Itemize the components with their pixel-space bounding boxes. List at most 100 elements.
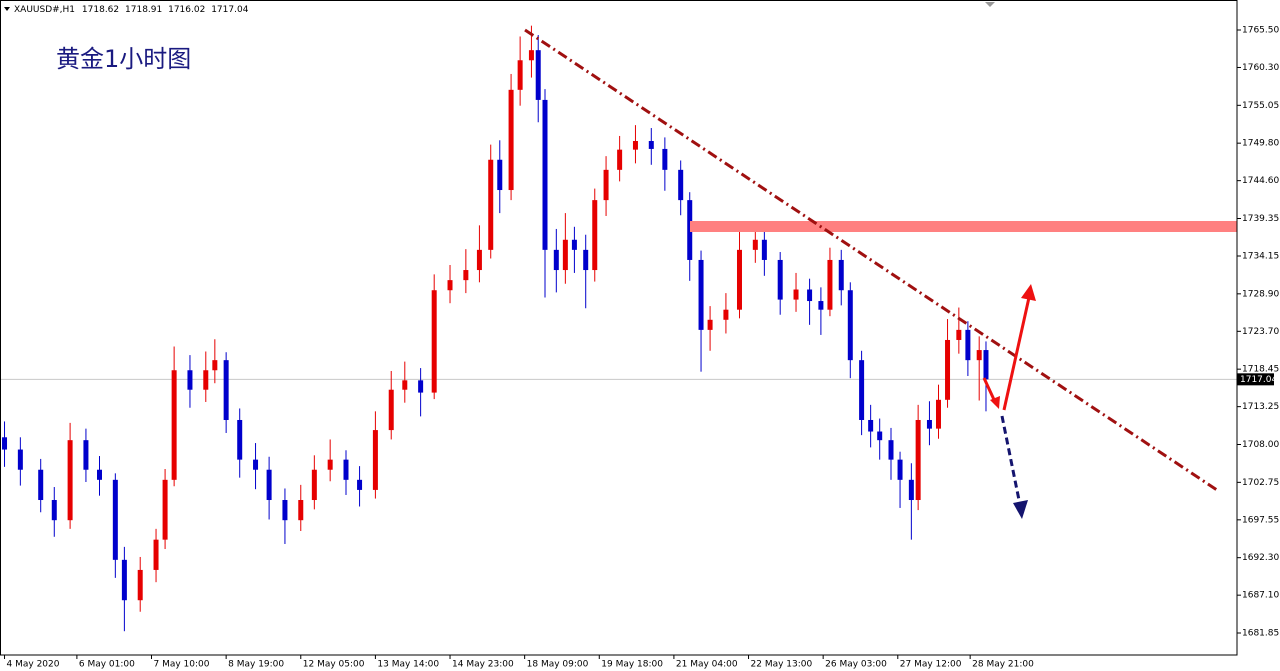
candle-body	[847, 290, 853, 361]
x-tick-label: 26 May 03:00	[825, 660, 887, 670]
candle-body	[736, 249, 742, 310]
candle-body	[592, 200, 598, 271]
candle-body	[617, 149, 623, 170]
last-price-box	[1237, 373, 1274, 386]
shift-marker	[985, 2, 995, 7]
candle-body	[327, 459, 333, 470]
y-tick-label: 1749.80	[1242, 139, 1279, 149]
candle-body	[2, 437, 8, 450]
trend-line	[524, 28, 1218, 492]
candle-body	[223, 360, 229, 420]
candle-body	[761, 239, 767, 260]
candle-body	[777, 259, 783, 300]
y-tick-label: 1765.50	[1242, 25, 1279, 35]
candle-body	[707, 319, 713, 330]
x-tick-label: 21 May 04:00	[676, 660, 738, 670]
bar-high: 1718.91	[125, 5, 162, 15]
candle-body	[476, 249, 482, 271]
x-tick-label: 7 May 10:00	[154, 660, 210, 670]
candle-body	[542, 99, 548, 250]
candle-body	[945, 339, 951, 400]
y-tick-label: 1702.75	[1242, 478, 1279, 488]
candle-body	[488, 159, 494, 250]
candle-body	[447, 280, 453, 291]
candle-body	[343, 459, 349, 480]
candle-body	[583, 249, 589, 271]
candle-body	[662, 148, 668, 170]
x-tick-label: 22 May 13:00	[751, 660, 813, 670]
candle-body	[603, 169, 609, 201]
x-tick-label: 18 May 09:00	[527, 660, 589, 670]
candle-body	[528, 50, 534, 61]
scenario-arrows	[982, 284, 1036, 519]
candle-body	[51, 500, 57, 521]
plot-area	[0, 25, 1237, 632]
candle-body	[827, 259, 833, 310]
candle-body	[926, 419, 932, 429]
x-tick-label: 14 May 23:00	[452, 660, 514, 670]
candle-body	[935, 399, 941, 429]
y-tick-label: 1692.30	[1242, 553, 1279, 563]
candle-body	[203, 370, 209, 390]
y-tick-label: 1760.30	[1242, 63, 1279, 73]
candle-body	[311, 469, 317, 501]
candle-body	[212, 360, 218, 371]
candle-body	[38, 469, 44, 501]
candle-body	[388, 389, 394, 431]
candle-body	[807, 289, 813, 302]
candle-body	[752, 239, 758, 250]
last-price-label: 1717.04	[1240, 375, 1277, 385]
candle-body	[237, 419, 243, 460]
x-tick-label: 13 May 14:00	[377, 660, 439, 670]
candle-body	[818, 301, 824, 310]
y-tick-label: 1744.60	[1242, 176, 1279, 186]
candle-body	[723, 309, 729, 320]
y-tick-label: 1755.05	[1242, 101, 1279, 111]
arrow-head	[1021, 284, 1036, 301]
candle-body	[838, 259, 844, 291]
x-tick-label: 8 May 19:00	[228, 660, 284, 670]
candle-body	[357, 479, 363, 490]
arrow-down	[1000, 415, 1022, 506]
candle-body	[648, 141, 654, 149]
candle-body	[497, 159, 503, 191]
candle-body	[97, 469, 103, 480]
x-tick-label: 28 May 21:00	[972, 660, 1034, 670]
candle-body	[983, 350, 989, 380]
candle-body	[137, 569, 143, 601]
y-tick-label: 1718.45	[1242, 365, 1279, 375]
header-triangle	[4, 7, 10, 11]
candle-body	[553, 249, 559, 271]
candle-body	[517, 60, 523, 90]
candle-body	[17, 449, 23, 470]
candle-body	[976, 350, 982, 361]
bar-low: 1716.02	[168, 5, 205, 15]
y-tick-label: 1681.85	[1242, 629, 1279, 639]
candle-body	[678, 169, 684, 201]
candle-body	[162, 479, 168, 540]
x-tick-label: 19 May 18:00	[601, 660, 663, 670]
candle-body	[187, 370, 193, 390]
candle-body	[698, 259, 704, 330]
y-tick-label: 1687.10	[1242, 591, 1279, 601]
candle-body	[431, 290, 437, 393]
y-tick-label: 1739.35	[1242, 214, 1279, 224]
candle-body	[687, 200, 693, 260]
candle-body	[372, 430, 378, 490]
x-tick-label: 27 May 12:00	[900, 660, 962, 670]
y-tick-label: 1734.15	[1242, 251, 1279, 261]
candle-body	[83, 440, 89, 470]
header: XAUUSD#,H1 1718.62 1718.91 1716.02 1717.…	[14, 5, 249, 15]
arrow-up	[1002, 292, 1032, 411]
symbol: XAUUSD#,H1	[14, 5, 75, 15]
candle-body	[562, 239, 568, 271]
x-tick-label: 6 May 01:00	[79, 660, 135, 670]
candle-body	[418, 380, 424, 393]
x-tick-label: 12 May 05:00	[303, 660, 365, 670]
candle-body	[908, 479, 914, 501]
candle-body	[112, 479, 118, 560]
plot-frame	[0, 0, 1238, 656]
